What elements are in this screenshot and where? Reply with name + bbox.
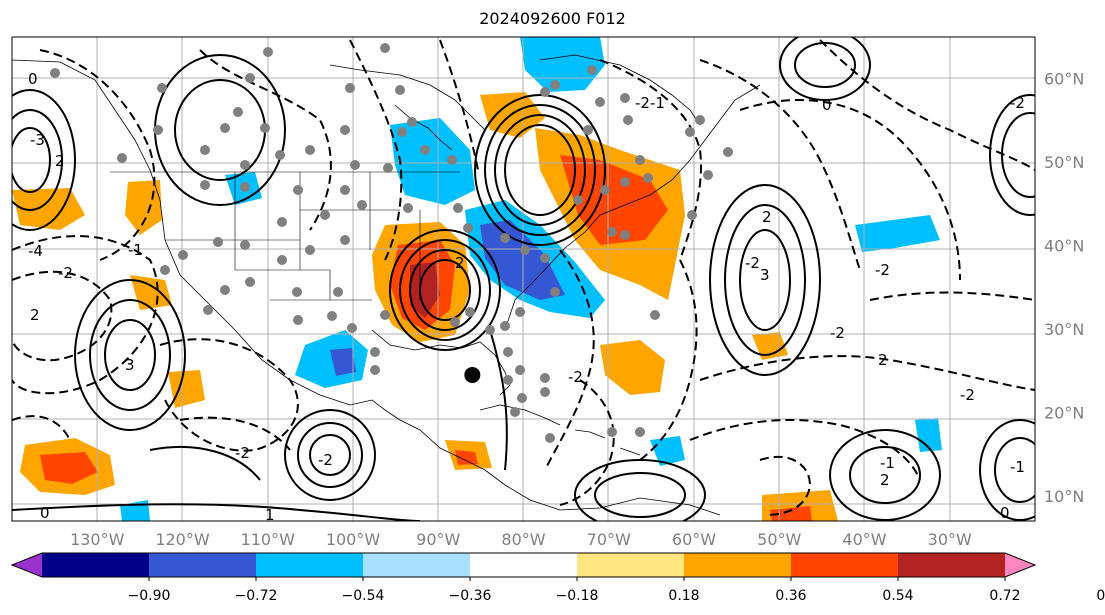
- colorbar-tick-label: 0.36: [775, 588, 806, 604]
- contour-label: -3: [30, 131, 45, 149]
- contour-label: 2: [30, 306, 40, 324]
- longitude-label: 120°W: [155, 530, 210, 549]
- latitude-labels: 60°N 50°N 40°N 30°N 20°N 10°N: [1044, 70, 1084, 506]
- colorbar-swatch: [577, 553, 685, 577]
- map-title: 2024092600 F012: [479, 9, 626, 28]
- colorbar-swatch: [149, 553, 257, 577]
- colorbar-tick-label: 0.90: [1096, 588, 1105, 604]
- solid-contours: [12, 37, 1035, 521]
- colorbar-swatch: [470, 553, 578, 577]
- warm-core-south-atlantic: [770, 506, 812, 521]
- contour-label: -2: [568, 368, 583, 386]
- colorbar-tick-label: −0.18: [556, 588, 599, 604]
- colorbar-tick-label: −0.90: [128, 588, 171, 604]
- cold-anomaly-great-lakes: [390, 118, 475, 205]
- colorbar-tick-label: −0.54: [342, 588, 385, 604]
- longitude-label: 90°W: [416, 530, 460, 549]
- colorbar-tick-label: 0.54: [882, 588, 913, 604]
- warm-inner-gulf: [410, 262, 440, 318]
- contour-label: 0: [822, 96, 832, 114]
- latitude-label: 10°N: [1044, 487, 1084, 506]
- longitude-label: 30°W: [928, 530, 972, 549]
- longitude-label: 40°W: [842, 530, 886, 549]
- contour-label: -2: [635, 94, 650, 112]
- cold-anomaly-atlantic-east: [855, 215, 940, 252]
- longitude-label: 80°W: [501, 530, 545, 549]
- track-dots: [50, 43, 733, 443]
- colorbar-swatch: [363, 553, 471, 577]
- longitude-label: 110°W: [241, 530, 296, 549]
- contour-label: -1: [128, 241, 143, 259]
- contour-label: -2: [960, 386, 975, 404]
- contour-label: -2: [235, 444, 250, 462]
- latitude-label: 60°N: [1044, 70, 1084, 89]
- contour-label: -2: [58, 264, 73, 282]
- contour-label: 1: [265, 506, 275, 524]
- contour-label: -1: [1010, 458, 1025, 476]
- cold-core-texas: [330, 348, 356, 376]
- map-frame: [11, 36, 1036, 522]
- colorbar-swatch: [684, 553, 792, 577]
- warm-anomaly-mexico-pacific: [168, 370, 205, 408]
- longitude-label: 50°W: [757, 530, 801, 549]
- longitude-label: 70°W: [587, 530, 631, 549]
- colorbar-swatch: [898, 553, 1006, 577]
- longitude-label: 60°W: [672, 530, 716, 549]
- colorbar-tick-label: −0.36: [449, 588, 492, 604]
- contour-label: -2: [1010, 94, 1025, 112]
- contour-label: 2: [878, 351, 888, 369]
- storm-center-marker: [464, 366, 481, 383]
- latitude-label: 30°N: [1044, 320, 1084, 339]
- contour-label: 0: [40, 504, 50, 522]
- cold-anomaly-caribbean-east: [650, 436, 685, 466]
- warm-core-pacific: [40, 452, 98, 484]
- contour-label: 3: [760, 266, 770, 284]
- colorbar: −0.90 −0.72 −0.54 −0.36 −0.18 0.18 0.36 0.54 0.7…: [10, 552, 1105, 604]
- warm-anomaly-atlantic-central: [600, 340, 665, 395]
- latitude-label: 40°N: [1044, 237, 1084, 256]
- contour-label: -2: [745, 254, 760, 272]
- contour-label: 2: [880, 471, 890, 489]
- contour-label: -2: [318, 451, 333, 469]
- cold-anomaly-east-atlantic-south: [915, 418, 942, 452]
- contour-label: -1: [650, 94, 665, 112]
- longitude-label: 100°W: [326, 530, 381, 549]
- warm-core-caribbean-west: [455, 450, 478, 465]
- contour-label: -2: [875, 261, 890, 279]
- contour-label: 2: [55, 152, 65, 170]
- dashed-contours: [12, 39, 1035, 516]
- colorbar-swatch: [1005, 553, 1035, 577]
- longitude-labels: 130°W 120°W 110°W 100°W 90°W 80°W 70°W 60°W 50°W…: [70, 530, 972, 549]
- contour-labels: 0 2 -4 -2 -3 2 -2 3 -1 0 1 -2 -1 -2 2 -2…: [28, 70, 1025, 524]
- latitude-label: 50°N: [1044, 153, 1084, 172]
- contour-label: 3: [125, 356, 135, 374]
- latitude-label: 20°N: [1044, 404, 1084, 423]
- colorbar-swatch: [256, 553, 364, 577]
- contour-label: 0: [1000, 504, 1010, 522]
- colorbar-swatch: [791, 553, 899, 577]
- colorbar-outline: [10, 552, 1037, 578]
- map-panel: 0 2 -4 -2 -3 2 -2 3 -1 0 1 -2 -1 -2 2 -2…: [12, 37, 1035, 524]
- colorbar-tick-label: 0.72: [989, 588, 1020, 604]
- contour-label: -4: [28, 242, 43, 260]
- colorbar-tick-label: 0.18: [668, 588, 699, 604]
- contour-label: -1: [880, 454, 895, 472]
- longitude-label: 130°W: [70, 530, 125, 549]
- contour-label: 0: [28, 70, 38, 88]
- contour-label: -2: [830, 324, 845, 342]
- colorbar-tick-label: −0.72: [235, 588, 278, 604]
- colorbar-swatch: [12, 553, 42, 577]
- contour-label: 2: [455, 254, 465, 272]
- colorbar-swatch: [42, 553, 150, 577]
- cold-anomaly-texas: [295, 330, 368, 388]
- contour-label: 2: [762, 208, 772, 226]
